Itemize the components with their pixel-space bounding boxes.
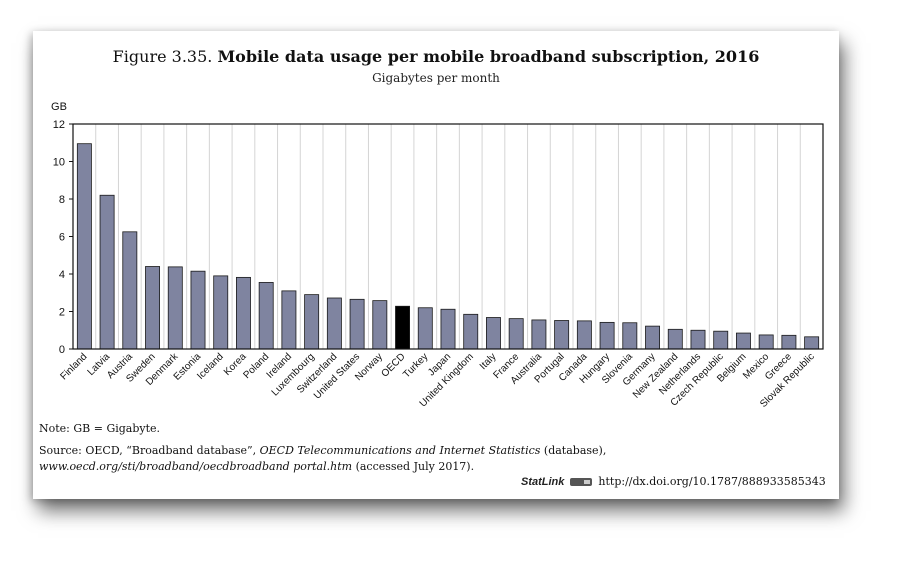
bar-chart: 024681012GBFinlandLatviaAustriaSwedenDen… (51, 101, 824, 410)
y-tick-label: 2 (59, 307, 65, 319)
y-axis-label: GB (51, 101, 67, 113)
bar (463, 313, 479, 350)
note-text: Note: GB = Gigabyte. (39, 422, 161, 435)
y-tick-label: 0 (59, 344, 65, 356)
bar (667, 328, 683, 350)
bar (781, 334, 797, 350)
bar (99, 194, 115, 350)
bar (190, 270, 206, 350)
bar (554, 320, 570, 350)
x-tick-label: Poland (242, 351, 272, 381)
figure-number: Figure 3.35. (112, 47, 213, 66)
bar (508, 318, 524, 350)
source-publication: OECD Telecommunications and Internet Sta… (259, 444, 541, 457)
figure-title: Figure 3.35. Mobile data usage per mobil… (33, 47, 839, 66)
bar (645, 325, 660, 350)
x-tick-label: Turkey (401, 351, 430, 380)
bar (804, 336, 820, 350)
bar (145, 266, 160, 350)
bar (76, 143, 92, 350)
bar (281, 290, 297, 350)
figure-title-text: Mobile data usage per mobile broadband s… (217, 47, 760, 66)
bar (122, 231, 138, 350)
bar (258, 282, 274, 350)
bar (236, 276, 251, 350)
statlink-logo: StatLink (521, 475, 565, 488)
plot-frame (72, 123, 824, 350)
y-tick-label: 6 (59, 232, 65, 244)
bar (599, 321, 615, 350)
bar (167, 266, 183, 350)
statlink: StatLink http://dx.doi.org/10.1787/88893… (521, 475, 826, 488)
bar (736, 332, 751, 350)
statlink-icon (570, 477, 593, 486)
bar (417, 307, 433, 350)
bar (349, 298, 365, 350)
bar (304, 294, 320, 350)
bar (213, 275, 229, 350)
bar (395, 305, 410, 350)
source-mid: (database), (540, 444, 607, 457)
figure-subtitle: Gigabytes per month (372, 71, 500, 85)
bar (713, 330, 729, 350)
bar (486, 317, 501, 350)
statlink-url[interactable]: http://dx.doi.org/10.1787/888933585343 (598, 475, 826, 488)
bar (372, 300, 388, 350)
source-url[interactable]: www.oecd.org/sti/broadband/oecdbroadband… (39, 460, 353, 473)
source-text: Source: OECD, “Broadband database”, OECD… (39, 443, 839, 475)
bar (440, 308, 456, 350)
y-tick-label: 4 (59, 269, 65, 281)
figure-card: Figure 3.35. Mobile data usage per mobil… (33, 31, 839, 499)
bar (576, 320, 592, 350)
bar (690, 329, 706, 350)
bar (326, 297, 342, 350)
source-prefix: Source: OECD, “Broadband database”, (39, 444, 260, 457)
source-suffix: (accessed July 2017). (352, 460, 475, 473)
bar (531, 319, 547, 350)
bar (758, 334, 774, 350)
y-tick-label: 12 (53, 119, 65, 131)
y-tick-label: 10 (53, 157, 65, 169)
bar (622, 322, 638, 350)
y-tick-label: 8 (59, 194, 65, 206)
